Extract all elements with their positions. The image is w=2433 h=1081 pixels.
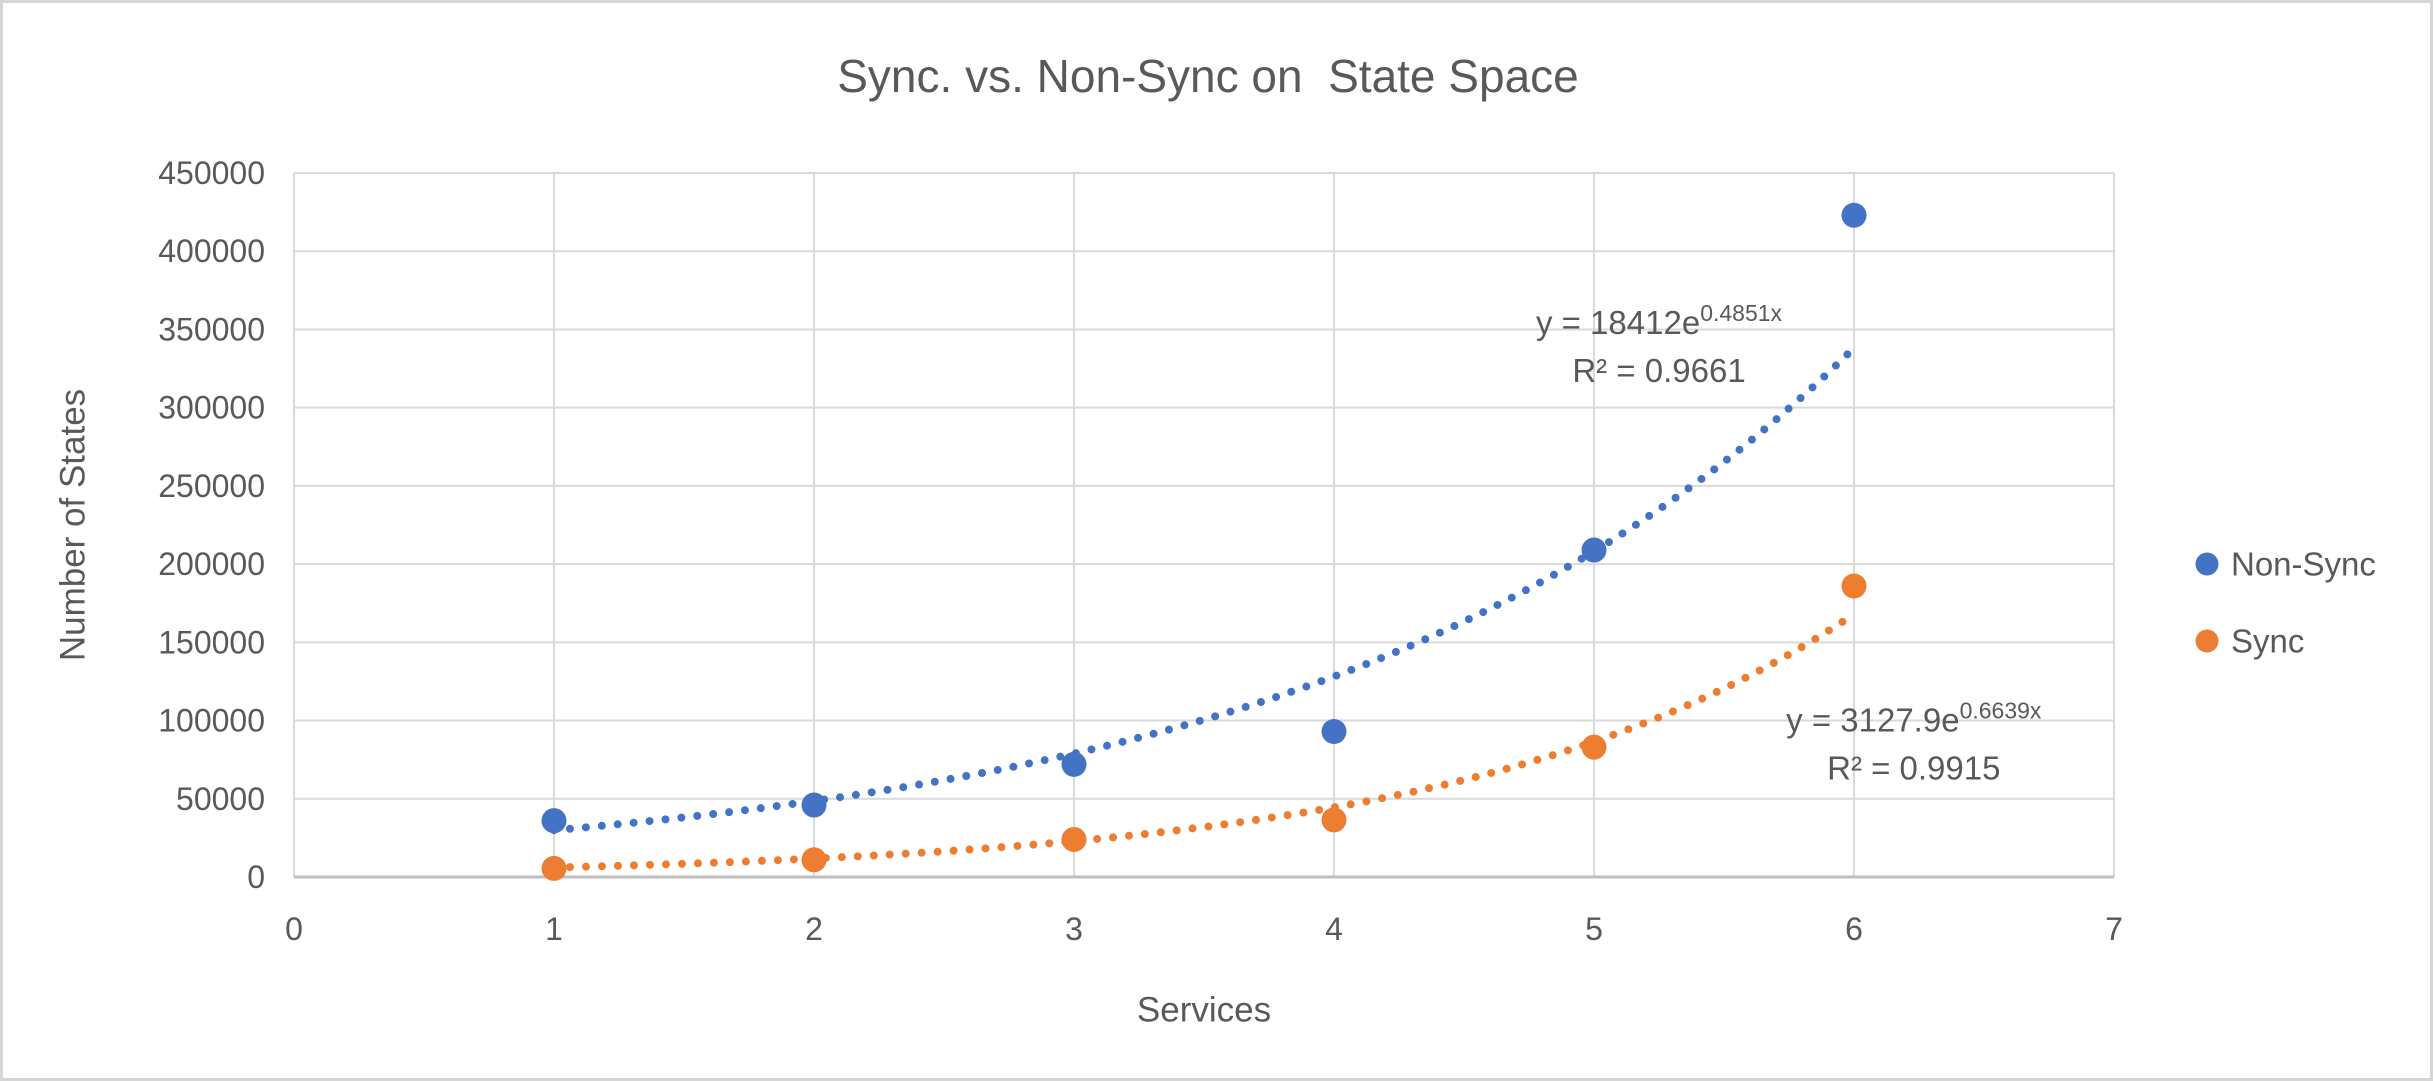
data-point-sync (801, 847, 827, 873)
scatter-chart: 0 1 2 3 4 5 6 7 0 50000 100000 150000 200000 250000 30… (54, 50, 2376, 1030)
data-point-sync (1581, 734, 1607, 760)
chart-title: Sync. vs. Non-Sync on State Space (837, 50, 1578, 102)
data-point-sync (541, 855, 567, 881)
data-point-sync (1061, 826, 1087, 852)
data-point-nonsync (1061, 751, 1087, 777)
trendline-equation-sync: y = 3127.9e0.6639x (1786, 698, 2042, 739)
y-axis-title: Number of States (54, 389, 93, 661)
trendline-r2-sync: R² = 0.9915 (1827, 750, 2000, 787)
legend-item-sync: Sync (2195, 623, 2304, 660)
trendline-annotation-nonsync: y = 18412e0.4851x R² = 0.9661 (1536, 300, 1783, 389)
y-tick-label: 0 (247, 859, 265, 895)
data-point-nonsync (541, 808, 567, 834)
tick-labels-layer: 0 1 2 3 4 5 6 7 0 50000 100000 150000 200000 250000 30… (158, 155, 2123, 947)
data-point-nonsync (1321, 719, 1347, 745)
series-layer (541, 202, 1867, 881)
y-tick-label: 250000 (158, 468, 265, 504)
y-tick-label: 300000 (158, 390, 265, 426)
data-point-sync (1841, 573, 1867, 599)
x-tick-label: 0 (285, 911, 303, 947)
legend-marker-nonsync-icon (2195, 552, 2219, 576)
y-tick-label: 50000 (176, 781, 265, 817)
x-tick-label: 3 (1065, 911, 1083, 947)
data-point-nonsync (1581, 537, 1607, 563)
data-point-nonsync (801, 792, 827, 818)
y-tick-label: 350000 (158, 311, 265, 347)
data-point-sync (1321, 807, 1347, 833)
x-tick-label: 4 (1325, 911, 1343, 947)
x-tick-label: 6 (1845, 911, 1863, 947)
x-tick-label: 1 (545, 911, 563, 947)
y-tick-label: 200000 (158, 546, 265, 582)
gridlines-layer (293, 172, 2115, 879)
legend-label-sync: Sync (2231, 623, 2304, 660)
legend-label-nonsync: Non-Sync (2231, 546, 2376, 583)
trendline-equation-nonsync: y = 18412e0.4851x (1536, 300, 1783, 341)
trendline-r2-nonsync: R² = 0.9661 (1572, 352, 1745, 389)
y-tick-label: 150000 (158, 624, 265, 660)
legend-marker-sync-icon (2195, 629, 2219, 653)
trendline-annotation-sync: y = 3127.9e0.6639x R² = 0.9915 (1786, 698, 2042, 787)
x-tick-label: 7 (2105, 911, 2123, 947)
y-tick-label: 100000 (158, 703, 265, 739)
x-tick-label: 2 (805, 911, 823, 947)
trendline-nonsync (550, 349, 1853, 835)
data-point-nonsync (1841, 202, 1867, 228)
x-axis-title: Services (1137, 991, 1271, 1030)
legend-item-nonsync: Non-Sync (2195, 546, 2376, 583)
x-tick-label: 5 (1585, 911, 1603, 947)
trendline-sync (550, 613, 1853, 872)
y-tick-label: 450000 (158, 155, 265, 191)
legend: Non-Sync Sync (2195, 546, 2376, 660)
y-tick-label: 400000 (158, 233, 265, 269)
